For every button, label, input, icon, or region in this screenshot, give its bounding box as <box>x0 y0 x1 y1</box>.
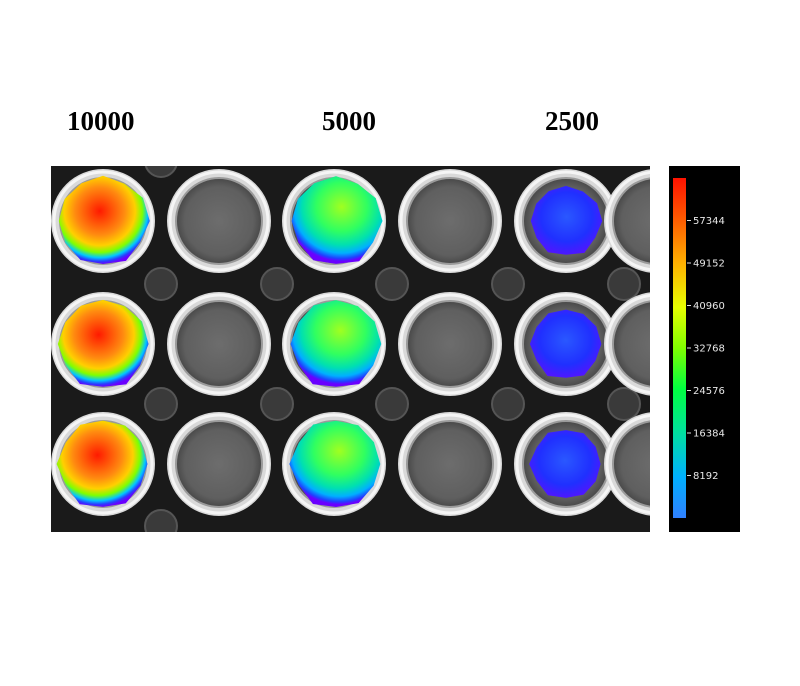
background-well <box>607 267 641 301</box>
luminescence-signal <box>529 430 601 498</box>
colorbar-gradient <box>673 178 686 518</box>
intensity-colorbar: 57344 49152 40960 32768 24576 16384 8192 <box>669 166 740 532</box>
colorbar-tick-label: 57344 <box>693 216 725 227</box>
colorbar-tick-label: 40960 <box>693 301 725 312</box>
plate-well <box>604 169 650 273</box>
plate-well <box>51 169 155 273</box>
luminescence-signal <box>58 175 150 264</box>
plate-well <box>51 412 155 516</box>
plate-well <box>167 412 271 516</box>
colorbar-tick-label: 16384 <box>693 429 725 440</box>
concentration-label-3: 2500 <box>545 106 599 136</box>
background-well <box>491 267 525 301</box>
colorbar-tick-label: 24576 <box>693 386 725 397</box>
background-well <box>607 387 641 421</box>
background-well <box>260 387 294 421</box>
plate-well <box>51 292 155 396</box>
plate-well <box>398 292 502 396</box>
background-well <box>491 387 525 421</box>
plate-well <box>282 412 386 516</box>
plate-well <box>282 169 386 273</box>
plate-well <box>604 412 650 516</box>
background-well <box>375 267 409 301</box>
well-plate-image <box>51 166 650 532</box>
background-well <box>260 267 294 301</box>
plate-well <box>398 169 502 273</box>
plate-well <box>514 292 618 396</box>
luminescence-signal <box>289 420 381 507</box>
luminescence-signal <box>529 309 602 378</box>
colorbar-tick-label: 49152 <box>693 259 725 270</box>
plate-well <box>282 292 386 396</box>
plate-well <box>514 169 618 273</box>
background-well <box>144 387 178 421</box>
luminescence-signal <box>290 300 382 387</box>
colorbar-tick-label: 8192 <box>693 471 718 482</box>
plate-well <box>398 412 502 516</box>
background-well <box>375 387 409 421</box>
concentration-label-2: 5000 <box>322 106 376 136</box>
colorbar-tick-label: 32768 <box>693 344 725 355</box>
luminescence-signal <box>530 185 603 255</box>
plate-well <box>167 292 271 396</box>
background-well <box>144 166 178 178</box>
concentration-label-1: 10000 <box>67 106 135 136</box>
luminescence-signal <box>57 299 149 387</box>
luminescence-signal <box>291 176 383 264</box>
luminescence-signal <box>56 420 148 507</box>
plate-well <box>514 412 618 516</box>
plate-well <box>167 169 271 273</box>
plate-well <box>604 292 650 396</box>
background-well <box>144 509 178 532</box>
background-well <box>144 267 178 301</box>
